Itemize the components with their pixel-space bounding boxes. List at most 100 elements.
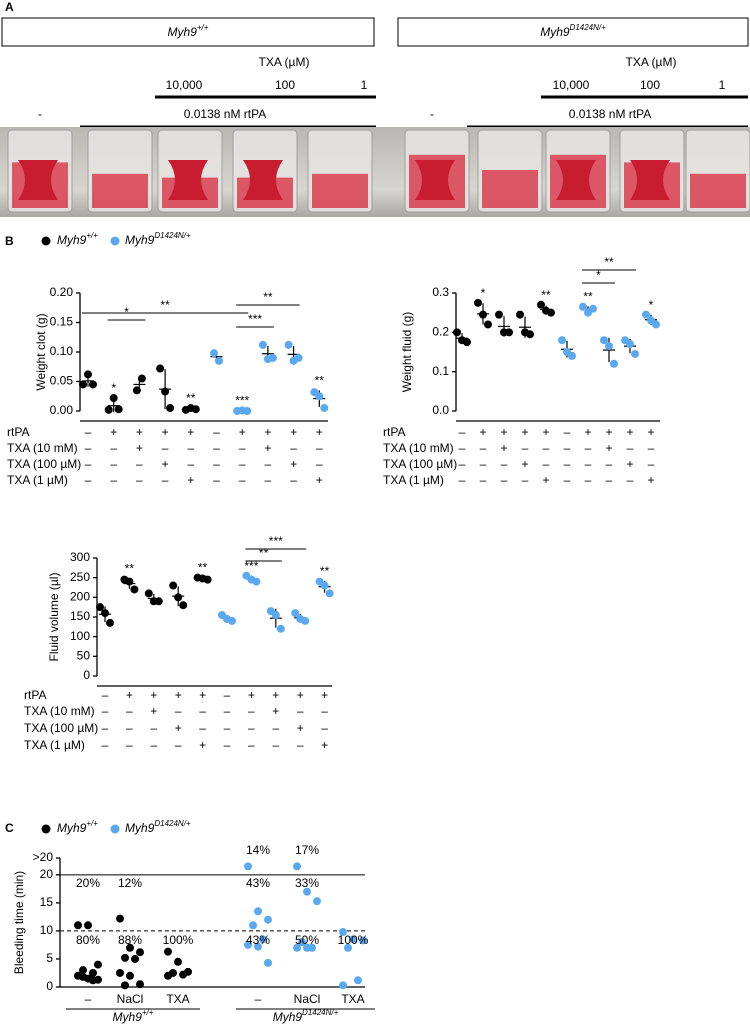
row-mark: – bbox=[564, 473, 571, 487]
data-point bbox=[589, 304, 597, 313]
data-point bbox=[293, 943, 301, 952]
data-point bbox=[74, 921, 82, 930]
data-point bbox=[161, 387, 170, 396]
row-mark: + bbox=[136, 441, 143, 455]
dose-label: 10,000 bbox=[553, 78, 590, 92]
data-point bbox=[125, 577, 134, 586]
data-point bbox=[495, 310, 503, 319]
significance-label: * bbox=[481, 286, 486, 300]
genotype-label: Myh9D1424N/+ bbox=[540, 23, 606, 39]
row-mark: – bbox=[606, 457, 613, 471]
data-point bbox=[268, 353, 277, 362]
y-tick-label: 50 bbox=[77, 649, 91, 663]
data-point bbox=[89, 976, 97, 985]
row-mark: – bbox=[585, 457, 592, 471]
data-point bbox=[228, 616, 236, 625]
row-mark: – bbox=[543, 457, 550, 471]
data-point bbox=[249, 921, 257, 930]
row-mark: – bbox=[585, 473, 592, 487]
row-mark: – bbox=[564, 457, 571, 471]
control-label: - bbox=[430, 107, 434, 121]
data-point bbox=[166, 404, 175, 413]
y-tick-label: 0.0 bbox=[432, 403, 449, 417]
row-mark: + bbox=[175, 688, 182, 702]
row-mark: – bbox=[224, 704, 231, 718]
row-label: TXA (10 mM) bbox=[7, 441, 78, 455]
data-point bbox=[568, 351, 576, 360]
row-label: TXA (10 mM) bbox=[24, 704, 95, 718]
row-mark: – bbox=[648, 441, 655, 455]
data-point bbox=[156, 364, 165, 373]
row-mark: – bbox=[627, 441, 634, 455]
data-point bbox=[271, 611, 280, 620]
row-label: rtPA bbox=[7, 425, 29, 439]
row-mark: – bbox=[522, 473, 529, 487]
row-mark: + bbox=[187, 425, 194, 439]
data-point bbox=[547, 308, 555, 317]
row-mark: – bbox=[102, 704, 109, 718]
row-label: rtPA bbox=[24, 688, 46, 702]
comparison-label: * bbox=[596, 268, 601, 282]
data-point bbox=[349, 935, 357, 944]
row-label: TXA (100 µM) bbox=[24, 721, 98, 735]
significance-label: * bbox=[111, 381, 116, 395]
tube-clot bbox=[168, 160, 208, 200]
comparison-label: ** bbox=[160, 298, 170, 312]
dose-label: 1 bbox=[361, 78, 368, 92]
row-mark: – bbox=[102, 721, 109, 735]
genotype-box bbox=[397, 17, 749, 47]
data-point bbox=[106, 618, 114, 627]
row-mark: + bbox=[264, 425, 271, 439]
comparison-label: *** bbox=[269, 534, 283, 548]
row-mark: – bbox=[321, 721, 328, 735]
txa-label: TXA (µM) bbox=[259, 55, 310, 69]
x-tick-label: TXA bbox=[166, 992, 189, 1006]
data-point bbox=[354, 976, 362, 985]
percent-label: 14% bbox=[246, 843, 270, 857]
data-point bbox=[479, 310, 487, 319]
y-tick-label: 10 bbox=[40, 923, 54, 937]
significance-label: *** bbox=[235, 394, 249, 408]
legend-marker bbox=[41, 236, 51, 246]
y-tick-label: 150 bbox=[70, 609, 90, 623]
row-mark: – bbox=[543, 441, 550, 455]
row-mark: + bbox=[297, 721, 304, 735]
data-point bbox=[294, 353, 303, 362]
genotype-name: Myh9 bbox=[540, 25, 570, 39]
row-mark: – bbox=[187, 441, 194, 455]
row-mark: – bbox=[162, 441, 169, 455]
data-point bbox=[579, 302, 587, 311]
genotype-superscript: D1424N/+ bbox=[302, 1008, 339, 1017]
data-point bbox=[109, 394, 118, 403]
row-mark: – bbox=[224, 721, 231, 735]
data-point bbox=[136, 980, 144, 989]
row-mark: – bbox=[501, 457, 508, 471]
data-point bbox=[164, 947, 172, 956]
genotype-label: Myh9D1424N/+ bbox=[125, 819, 191, 835]
row-mark: + bbox=[272, 688, 279, 702]
row-mark: + bbox=[542, 473, 549, 487]
row-label: TXA (1 µM) bbox=[383, 473, 444, 487]
y-tick-label: 0.1 bbox=[432, 364, 449, 378]
genotype-superscript: +/+ bbox=[86, 819, 98, 828]
row-mark: – bbox=[290, 473, 297, 487]
comparison-label: *** bbox=[248, 312, 262, 326]
data-point bbox=[89, 968, 97, 977]
genotype-name: Myh9 bbox=[57, 821, 87, 835]
row-mark: + bbox=[110, 425, 117, 439]
row-mark: + bbox=[239, 425, 246, 439]
tube-fluid bbox=[690, 173, 746, 208]
row-mark: + bbox=[187, 473, 194, 487]
data-point bbox=[339, 928, 347, 937]
row-mark: + bbox=[605, 425, 612, 439]
x-tick-label: – bbox=[85, 992, 92, 1006]
row-mark: – bbox=[110, 473, 117, 487]
row-mark: – bbox=[627, 473, 634, 487]
row-mark: – bbox=[480, 473, 487, 487]
row-mark: – bbox=[126, 738, 133, 752]
legend-marker bbox=[41, 824, 51, 834]
data-point bbox=[174, 957, 182, 966]
data-point bbox=[137, 374, 146, 383]
y-tick-label: 0 bbox=[46, 979, 53, 993]
percent-label: 43% bbox=[246, 876, 270, 890]
